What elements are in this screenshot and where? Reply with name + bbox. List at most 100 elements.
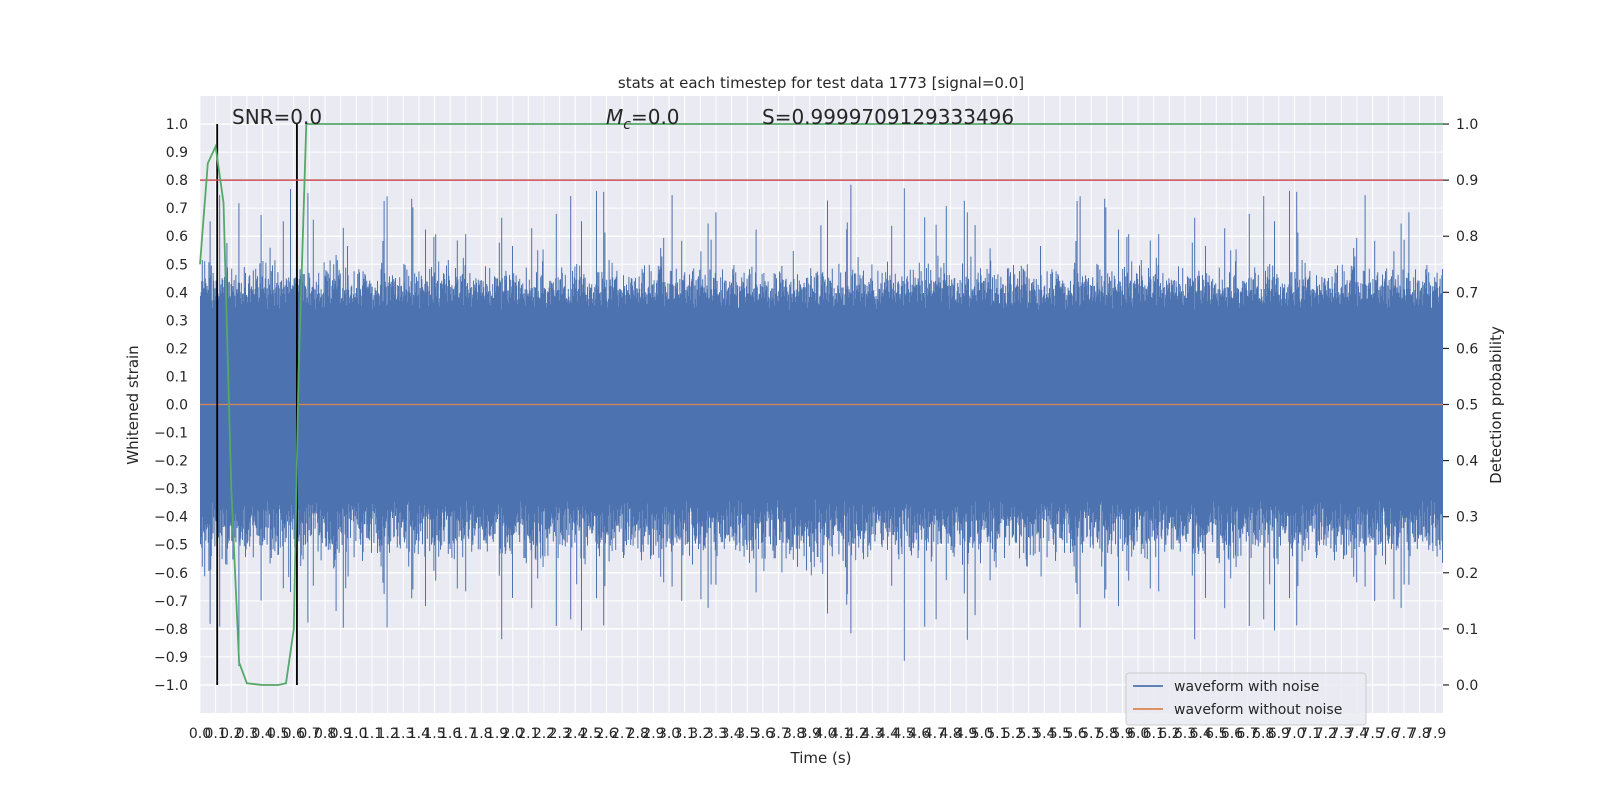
x-tick-label: 7.0 [1283, 726, 1305, 742]
x-tick-label: 5.7 [1080, 726, 1102, 742]
y-right-tick-label: 0.0 [1456, 678, 1478, 694]
y-left-tick-label: −0.9 [154, 650, 188, 666]
x-tick-label: 6.5 [1205, 726, 1227, 742]
x-tick-label: 5.0 [971, 726, 993, 742]
x-tick-label: 6.0 [1127, 726, 1149, 742]
x-tick-label: 5.6 [1064, 726, 1086, 742]
y-right-tick-label: 0.8 [1456, 229, 1478, 245]
legend-label-clean: waveform without noise [1174, 702, 1342, 718]
x-tick-label: 3.5 [736, 726, 758, 742]
y-right-tick-label: 0.7 [1456, 285, 1478, 301]
x-tick-label: 6.7 [1236, 726, 1258, 742]
x-axis-ticks: 0.00.10.20.30.40.50.60.70.80.91.01.11.21… [189, 726, 1446, 742]
x-tick-label: 2.0 [502, 726, 524, 742]
x-tick-label: 3.8 [783, 726, 805, 742]
y-left-tick-label: 0.4 [166, 285, 188, 301]
s-annotation: S=0.9999709129333496 [762, 105, 1014, 129]
y-right-tick-label: 0.1 [1456, 622, 1478, 638]
y-left-tick-label: 0.3 [166, 313, 188, 329]
x-tick-label: 4.1 [830, 726, 852, 742]
x-tick-label: 0.1 [205, 726, 227, 742]
x-tick-label: 3.9 [799, 726, 821, 742]
series-line-waveform-with-noise [200, 184, 1443, 667]
y-right-tick-label: 0.4 [1456, 454, 1478, 470]
x-tick-label: 6.8 [1252, 726, 1274, 742]
x-tick-label: 0.3 [236, 726, 258, 742]
x-tick-label: 7.3 [1330, 726, 1352, 742]
x-tick-label: 4.6 [908, 726, 930, 742]
x-tick-label: 3.6 [752, 726, 774, 742]
x-tick-label: 3.2 [689, 726, 711, 742]
x-tick-label: 5.2 [1002, 726, 1024, 742]
series-line-detection-probability [199, 123, 1443, 686]
x-tick-label: 7.9 [1424, 726, 1446, 742]
x-tick-label: 0.6 [283, 726, 305, 742]
x-tick-label: 0.7 [298, 726, 320, 742]
noise-series [200, 184, 1443, 667]
x-tick-label: 3.4 [720, 726, 742, 742]
x-tick-label: 2.5 [580, 726, 602, 742]
y-left-tick-label: −0.8 [154, 622, 188, 638]
x-tick-label: 1.7 [455, 726, 477, 742]
x-tick-label: 5.4 [1033, 726, 1055, 742]
x-tick-label: 5.9 [1111, 726, 1133, 742]
y-left-axis-ticks: 1.0 0.9 0.8 0.7 0.6 0.5 0.4 0.3 0.2 0.1 0.0 −0.1 −0.… [154, 117, 188, 694]
x-tick-label: 6.3 [1174, 726, 1196, 742]
x-tick-label: 3.7 [767, 726, 789, 742]
y-left-tick-label: 0.7 [166, 201, 188, 217]
x-tick-label: 2.9 [642, 726, 664, 742]
y-left-tick-label: 0.6 [166, 229, 188, 245]
y-right-tick-label: 0.5 [1456, 398, 1478, 414]
x-tick-label: 7.4 [1346, 726, 1368, 742]
x-tick-label: 2.8 [627, 726, 649, 742]
y-left-tick-label: 0.2 [166, 341, 188, 357]
x-tick-label: 1.6 [439, 726, 461, 742]
vertical-markers [216, 124, 298, 685]
x-tick-label: 2.1 [517, 726, 539, 742]
y-left-tick-label: −0.4 [154, 510, 188, 526]
y-right-tick-label: 0.9 [1456, 173, 1478, 189]
x-tick-label: 4.8 [939, 726, 961, 742]
x-tick-label: 1.1 [361, 726, 383, 742]
x-tick-label: 7.6 [1377, 726, 1399, 742]
x-tick-label: 1.3 [392, 726, 414, 742]
legend: waveform with noise waveform without noi… [1125, 672, 1367, 726]
x-tick-label: 4.3 [861, 726, 883, 742]
x-tick-label: 6.6 [1221, 726, 1243, 742]
x-tick-label: 4.0 [814, 726, 836, 742]
mc-subscript: c [623, 117, 631, 133]
x-tick-label: 6.2 [1158, 726, 1180, 742]
mc-annotation: Mc=0.0 [606, 105, 680, 133]
x-tick-label: 2.4 [564, 726, 586, 742]
x-tick-label: 4.5 [892, 726, 914, 742]
x-tick-label: 1.4 [408, 726, 430, 742]
x-tick-label: 5.3 [1018, 726, 1040, 742]
y-right-axis-ticks: 1.0 0.9 0.8 0.7 0.6 0.5 0.4 0.3 0.2 0.1 0.0 [1443, 117, 1478, 694]
y-left-tick-label: 0.9 [166, 145, 188, 161]
x-tick-label: 0.4 [251, 726, 273, 742]
y-left-tick-label: 1.0 [166, 117, 188, 133]
legend-box [1125, 672, 1367, 726]
x-tick-label: 7.8 [1408, 726, 1430, 742]
x-tick-label: 2.2 [533, 726, 555, 742]
y-left-tick-label: −1.0 [154, 678, 188, 694]
y-left-tick-label: −0.7 [154, 594, 188, 610]
y-right-axis-label: Detection probability [1487, 326, 1505, 484]
x-tick-label: 5.8 [1096, 726, 1118, 742]
x-tick-label: 0.9 [330, 726, 352, 742]
x-tick-label: 4.7 [924, 726, 946, 742]
y-left-axis-label: Whitened strain [124, 345, 142, 464]
y-left-tick-label: −0.5 [154, 538, 188, 554]
mc-value: =0.0 [631, 105, 680, 129]
x-tick-label: 5.5 [1049, 726, 1071, 742]
x-tick-label: 4.9 [955, 726, 977, 742]
x-tick-label: 7.2 [1315, 726, 1337, 742]
x-tick-label: 0.5 [267, 726, 289, 742]
x-tick-label: 2.6 [595, 726, 617, 742]
x-tick-label: 0.0 [189, 726, 211, 742]
x-tick-label: 4.2 [846, 726, 868, 742]
snr-annotation: SNR=0.0 [232, 105, 322, 129]
y-left-tick-label: 0.5 [166, 257, 188, 273]
mc-symbol: M [606, 105, 623, 129]
